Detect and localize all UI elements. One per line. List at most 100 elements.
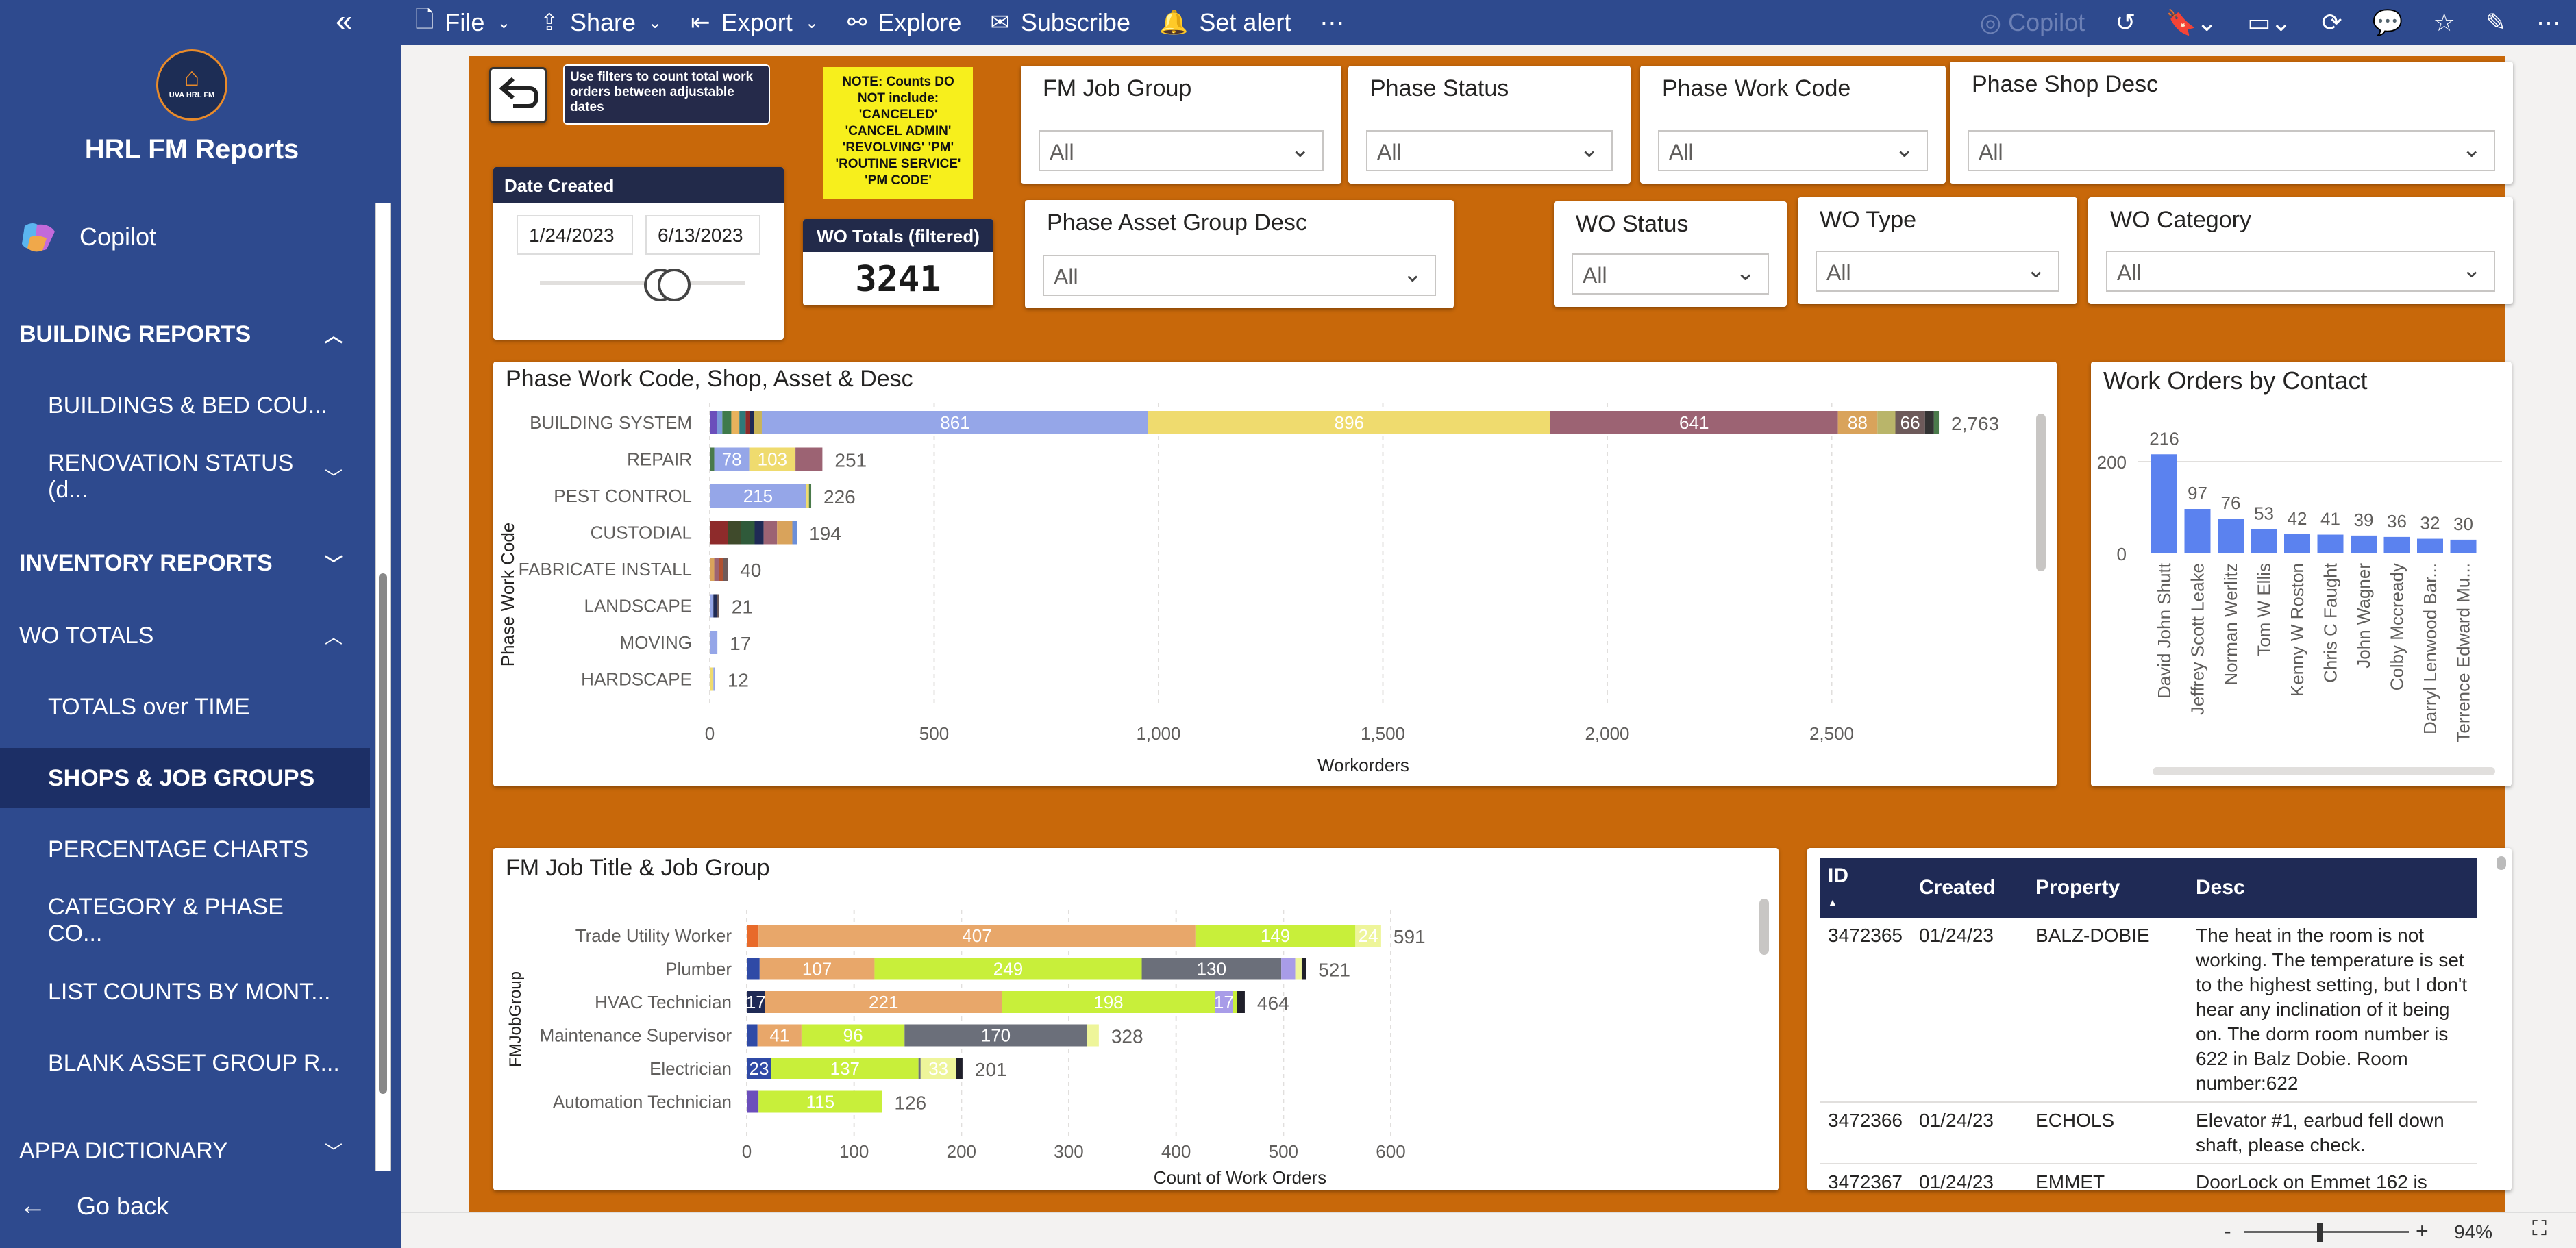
end-date-input[interactable]: 6/13/2023	[645, 215, 760, 255]
chevron-up-icon[interactable]: ︿	[324, 626, 343, 647]
view-icon[interactable]: ▭⌄	[2247, 8, 2292, 36]
table-row[interactable]: 3472367 01/24/23 EMMET DoorLock on Emmet 16…	[1820, 1164, 2477, 1190]
sidebar-item-renovation-status-d[interactable]: RENOVATION STATUS (d... ﹀	[0, 447, 370, 507]
bar-segment	[722, 411, 732, 434]
chevron-up-icon[interactable]: ︿	[324, 325, 343, 346]
comment-icon[interactable]: 💬	[2372, 8, 2403, 36]
explore-button[interactable]: ⚯ Explore	[847, 8, 962, 36]
fm-job-group-dropdown[interactable]: All ⌄	[1039, 130, 1324, 171]
go-back-button[interactable]: ← Go back	[19, 1190, 169, 1221]
chevron-down-icon[interactable]: ﹀	[324, 553, 343, 575]
bar-segment	[723, 558, 728, 581]
sidebar-item-list-counts-by-mont[interactable]: LIST COUNTS BY MONT...	[0, 962, 370, 1022]
export-icon: ⇤	[691, 10, 710, 36]
sidebar-item-building-reports[interactable]: BUILDING REPORTS ︿	[0, 304, 370, 364]
column-header-created[interactable]: Created	[1911, 858, 2028, 918]
chevron-down-icon[interactable]: ﹀	[324, 467, 343, 488]
reset-icon[interactable]: ↺	[2115, 8, 2136, 36]
sidebar-item-wo-totals[interactable]: WO TOTALS ︿	[0, 606, 370, 666]
column-header-property[interactable]: Property	[2027, 858, 2188, 918]
sidebar-item-percentage-charts[interactable]: PERCENTAGE CHARTS	[0, 819, 370, 879]
zoom-slider-track[interactable]	[2244, 1231, 2409, 1233]
work-orders-by-contact-chart: Work Orders by Contact 0 200 216 David John …	[2091, 362, 2512, 786]
phase-work-code-dropdown[interactable]: All ⌄	[1658, 130, 1928, 171]
x-tick-label: 2,500	[1809, 723, 1854, 744]
bar-segment	[717, 411, 723, 434]
bar-segment	[710, 411, 717, 434]
chevron-down-icon[interactable]: ﹀	[324, 1141, 343, 1162]
phase-status-dropdown[interactable]: All ⌄	[1366, 130, 1613, 171]
sidebar-item-shops-job-groups[interactable]: SHOPS & JOB GROUPS	[0, 748, 370, 808]
phase-work-code-slicer[interactable]: Phase Work Code All ⌄	[1640, 66, 1946, 184]
sidebar-item-category-phase-co[interactable]: CATEGORY & PHASE CO...	[0, 890, 370, 951]
date-range-end-handle[interactable]	[658, 269, 691, 301]
fm-job-group-slicer[interactable]: FM Job Group All ⌄	[1021, 66, 1341, 184]
y-tick-label: 0	[2117, 544, 2127, 564]
wo-status-dropdown[interactable]: All ⌄	[1572, 253, 1769, 295]
table-row[interactable]: 3472366 01/24/23 ECHOLS Elevator #1, earbud…	[1820, 1102, 2477, 1164]
bar	[2317, 534, 2344, 553]
bar-segment	[719, 558, 723, 581]
chevron-down-icon: ⌄	[497, 13, 511, 32]
wo-status-slicer[interactable]: WO Status All ⌄	[1554, 201, 1787, 307]
date-range-track	[540, 281, 745, 285]
data-label: 33	[928, 1058, 948, 1079]
edit-pencil-icon[interactable]: ✎	[2485, 8, 2506, 36]
filter-tip-box: Use filters to count total work orders b…	[563, 64, 770, 125]
x-tick-label: 500	[919, 723, 949, 744]
copilot-toolbar-button[interactable]: ◎ Copilot	[1979, 8, 2085, 36]
x-tick-label: David John Shutt	[2154, 562, 2175, 699]
zoom-slider-thumb[interactable]	[2317, 1223, 2323, 1242]
chart-title: FM Job Title & Job Group	[506, 855, 770, 881]
set-alert-button[interactable]: 🔔 Set alert	[1159, 8, 1291, 36]
collapse-nav-icon[interactable]: «	[336, 4, 353, 38]
copilot-icon: ◎	[1979, 8, 2002, 36]
wo-category-slicer[interactable]: WO Category All ⌄	[2088, 197, 2513, 304]
bookmark-icon[interactable]: 🔖⌄	[2166, 8, 2218, 36]
bar-segment	[904, 1024, 1087, 1047]
phase-status-slicer[interactable]: Phase Status All ⌄	[1348, 66, 1631, 184]
more-options-button[interactable]: ⋯	[1320, 8, 1345, 36]
chevron-down-icon: ⌄	[648, 13, 662, 32]
data-label: 96	[843, 1025, 863, 1046]
total-label: 2,763	[1951, 413, 1999, 434]
wo-type-dropdown[interactable]: All ⌄	[1816, 251, 2059, 292]
sidebar-item-inventory-reports[interactable]: INVENTORY REPORTS ﹀	[0, 533, 370, 593]
nav-scrollbar[interactable]	[375, 203, 391, 1171]
table-row[interactable]: 3472365 01/24/23 BALZ-DOBIE The heat in the…	[1820, 918, 2477, 1103]
zoom-out-button[interactable]: -	[2224, 1219, 2231, 1243]
fit-to-page-icon[interactable]: ⛶	[2532, 1217, 2547, 1240]
file-menu[interactable]: 🗋 File ⌄	[415, 3, 510, 42]
copilot-nav-item[interactable]: Copilot	[19, 221, 156, 253]
export-menu[interactable]: ⇤ Export ⌄	[691, 8, 819, 36]
sidebar-item-appa-dictionary[interactable]: APPA DICTIONARY ﹀	[0, 1121, 370, 1181]
back-button[interactable]	[489, 67, 547, 123]
start-date-input[interactable]: 1/24/2023	[517, 215, 633, 255]
phase-asset-group-desc-slicer[interactable]: Phase Asset Group Desc All ⌄	[1025, 200, 1454, 308]
sidebar-item-buildings-bed-cou[interactable]: BUILDINGS & BED COU...	[0, 375, 370, 436]
table-scrollbar[interactable]	[2497, 856, 2506, 870]
sidebar-item-totals-over-time[interactable]: TOTALS over TIME	[0, 677, 370, 737]
work-orders-by-contact-chart-svg: Work Orders by Contact 0 200 216 David John …	[2097, 366, 2502, 775]
bar-segment	[792, 521, 797, 545]
bar-segment	[1237, 991, 1245, 1013]
bar	[2284, 534, 2310, 553]
refresh-icon[interactable]: ⟳	[2321, 8, 2342, 36]
more-icon[interactable]: ⋯	[2536, 8, 2561, 36]
wo-type-slicer[interactable]: WO Type All ⌄	[1798, 197, 2077, 304]
column-header-desc[interactable]: Desc	[2188, 858, 2477, 918]
share-menu[interactable]: ⇪ Share ⌄	[539, 8, 662, 36]
zoom-in-button[interactable]: +	[2416, 1219, 2429, 1243]
wo-category-dropdown[interactable]: All ⌄	[2106, 251, 2495, 292]
favorite-star-icon[interactable]: ☆	[2433, 8, 2455, 36]
phase-shop-desc-dropdown[interactable]: All ⌄	[1968, 130, 2495, 171]
subscribe-button[interactable]: ✉ Subscribe	[990, 8, 1130, 36]
phase-shop-desc-slicer[interactable]: Phase Shop Desc All ⌄	[1950, 62, 2513, 184]
y-tick-label: Trade Utility Worker	[575, 925, 732, 946]
phase-asset-group-desc-dropdown[interactable]: All ⌄	[1043, 255, 1436, 296]
total-label: 21	[732, 597, 753, 618]
sidebar-item-blank-asset-group-r[interactable]: BLANK ASSET GROUP R...	[0, 1033, 370, 1093]
nav-scrollbar-thumb[interactable]	[379, 573, 387, 1094]
column-header-id[interactable]: ID ▲	[1820, 858, 1911, 918]
row-id: 3472367	[1820, 1164, 1911, 1190]
